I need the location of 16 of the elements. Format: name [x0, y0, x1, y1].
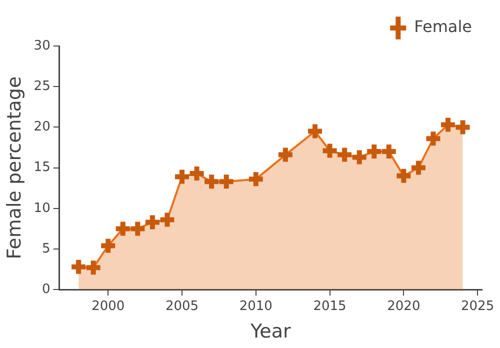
- y-tick-label: 10: [34, 200, 50, 216]
- y-axis-title: Female percentage: [3, 76, 26, 260]
- x-axis-title: Year: [250, 320, 291, 343]
- y-tick-label: 25: [34, 78, 50, 94]
- y-tick-label: 0: [42, 282, 50, 297]
- x-tick-label: 2000: [92, 298, 125, 314]
- y-tick-label: 30: [34, 38, 50, 54]
- x-tick-label: 2020: [387, 298, 420, 314]
- x-tick-label: 2025: [461, 298, 494, 314]
- x-tick-label: 2015: [313, 298, 346, 314]
- legend-label: Female: [414, 17, 472, 36]
- y-tick-label: 5: [42, 241, 50, 256]
- x-tick-label: 2010: [239, 298, 272, 314]
- x-tick-label: 2005: [165, 298, 199, 314]
- y-tick-label: 20: [34, 120, 50, 135]
- y-tick-label: 15: [34, 160, 50, 176]
